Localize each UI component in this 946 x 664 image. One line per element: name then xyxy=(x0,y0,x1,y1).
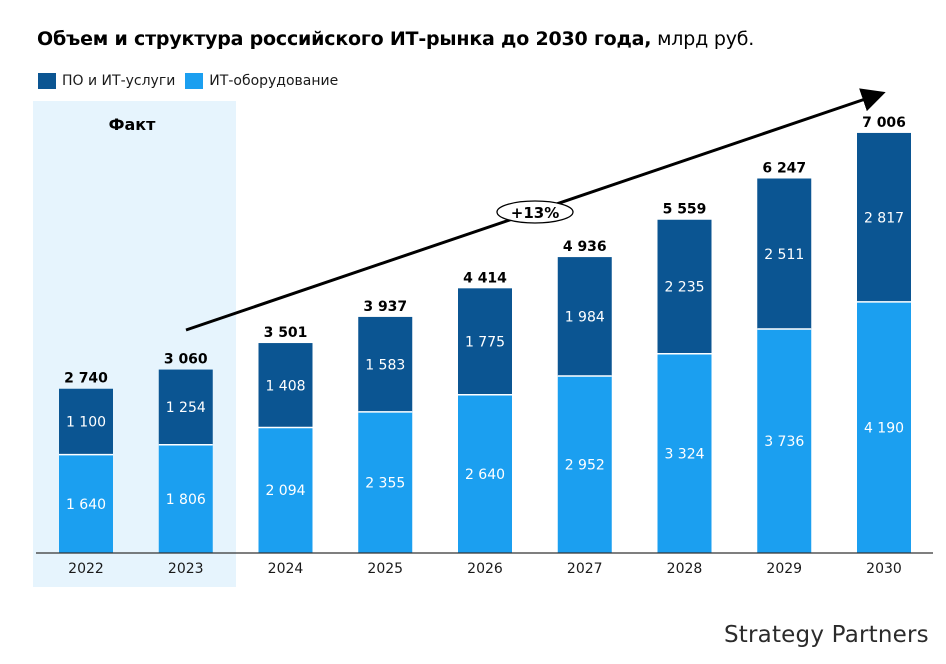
bar-software xyxy=(557,257,612,377)
x-tick-label: 2030 xyxy=(866,561,902,577)
chart-title-unit: млрд руб. xyxy=(657,28,755,50)
bar-stack-2026: 2 640 1 775 4 414 xyxy=(458,270,512,553)
x-tick-label: 2027 xyxy=(567,561,603,577)
bar-total-label: 7 006 xyxy=(862,115,906,131)
bar-label-hardware: 2 640 xyxy=(465,467,505,483)
bar-stack-2029: 3 736 2 511 6 247 xyxy=(757,161,812,553)
bars-group: 1 640 1 100 2 740 1 806 1 254 3 060 2 094 1 408… xyxy=(59,115,911,553)
bar-label-hardware: 3 324 xyxy=(664,446,704,462)
x-tick-label: 2029 xyxy=(766,561,802,577)
cagr-label: +13% xyxy=(511,204,559,222)
legend-item-software: ПО и ИТ-услуги xyxy=(38,73,175,89)
legend-swatch-software xyxy=(38,73,56,89)
bar-label-software: 1 408 xyxy=(265,378,305,394)
bar-hardware xyxy=(757,329,812,553)
bar-total-label: 4 936 xyxy=(563,239,607,255)
bar-label-software: 1 984 xyxy=(565,310,605,326)
bar-label-hardware: 1 806 xyxy=(166,492,206,508)
bar-label-hardware: 3 736 xyxy=(764,434,804,450)
bar-label-software: 1 775 xyxy=(465,335,505,351)
bar-label-software: 1 583 xyxy=(365,357,405,373)
bar-label-software: 2 235 xyxy=(664,280,704,296)
bar-hardware xyxy=(358,411,413,553)
chart-title: Объем и структура российского ИТ-рынка д… xyxy=(37,28,754,50)
bar-label-hardware: 1 640 xyxy=(66,497,106,513)
bar-software xyxy=(358,316,413,412)
bar-hardware xyxy=(258,427,313,553)
bar-label-hardware: 2 952 xyxy=(565,458,605,474)
bar-software xyxy=(258,343,313,428)
x-tick-label: 2023 xyxy=(168,561,204,577)
bar-stack-2023: 1 806 1 254 3 060 xyxy=(158,352,213,553)
bar-stack-2028: 3 324 2 235 5 559 xyxy=(657,202,712,553)
x-tick-label: 2024 xyxy=(268,561,304,577)
bar-label-software: 1 100 xyxy=(66,415,106,431)
bar-label-software: 1 254 xyxy=(166,400,206,416)
bar-label-hardware: 2 355 xyxy=(365,475,405,491)
bar-total-label: 3 501 xyxy=(264,325,308,341)
bar-hardware xyxy=(59,454,113,553)
legend-label-software: ПО и ИТ-услуги xyxy=(62,73,176,89)
legend-item-hardware: ИТ-оборудование xyxy=(185,73,338,89)
legend: ПО и ИТ-услуги ИТ-оборудование xyxy=(38,73,348,89)
bar-stack-2025: 2 355 1 583 3 937 xyxy=(358,299,413,553)
bar-total-label: 5 559 xyxy=(663,202,707,218)
bar-hardware xyxy=(158,444,213,553)
chart-title-main: Объем и структура российского ИТ-рынка д… xyxy=(37,28,652,50)
bar-software xyxy=(59,388,113,455)
bar-total-label: 3 937 xyxy=(363,299,407,315)
bar-software xyxy=(158,369,213,445)
bar-label-software: 2 511 xyxy=(764,247,804,263)
bar-software xyxy=(458,288,512,395)
bar-software xyxy=(857,132,911,302)
bar-hardware xyxy=(557,376,612,553)
x-tick-labels: 2022 2023 2024 2025 2026 2027 2028 2029 2030 xyxy=(68,561,902,577)
bar-hardware xyxy=(857,301,911,553)
legend-swatch-hardware xyxy=(185,73,204,89)
bar-label-hardware: 4 190 xyxy=(864,420,904,436)
bar-software xyxy=(657,219,712,354)
legend-label-hardware: ИТ-оборудование xyxy=(209,73,339,89)
x-tick-label: 2025 xyxy=(367,561,403,577)
bar-total-label: 3 060 xyxy=(164,352,208,368)
strategy-partners-logo: Strategy Partners xyxy=(724,622,929,648)
bar-stack-2030: 4 190 2 817 7 006 xyxy=(857,115,911,553)
bar-total-label: 2 740 xyxy=(64,371,108,387)
bar-hardware xyxy=(458,394,512,553)
bar-software xyxy=(757,178,812,330)
bar-hardware xyxy=(657,353,712,553)
x-tick-label: 2022 xyxy=(68,561,104,577)
cagr-ellipse xyxy=(496,200,574,224)
bar-total-label: 6 247 xyxy=(762,161,806,177)
x-tick-label: 2026 xyxy=(467,561,503,577)
bar-stack-2024: 2 094 1 408 3 501 xyxy=(258,325,313,553)
bar-stack-2022: 1 640 1 100 2 740 xyxy=(59,371,113,553)
bar-label-hardware: 2 094 xyxy=(265,483,305,499)
bar-label-software: 2 817 xyxy=(864,210,904,226)
x-tick-label: 2028 xyxy=(667,561,703,577)
bar-stack-2027: 2 952 1 984 4 936 xyxy=(557,239,612,553)
bar-total-label: 4 414 xyxy=(463,270,507,286)
fact-region-label: Факт xyxy=(109,115,157,134)
